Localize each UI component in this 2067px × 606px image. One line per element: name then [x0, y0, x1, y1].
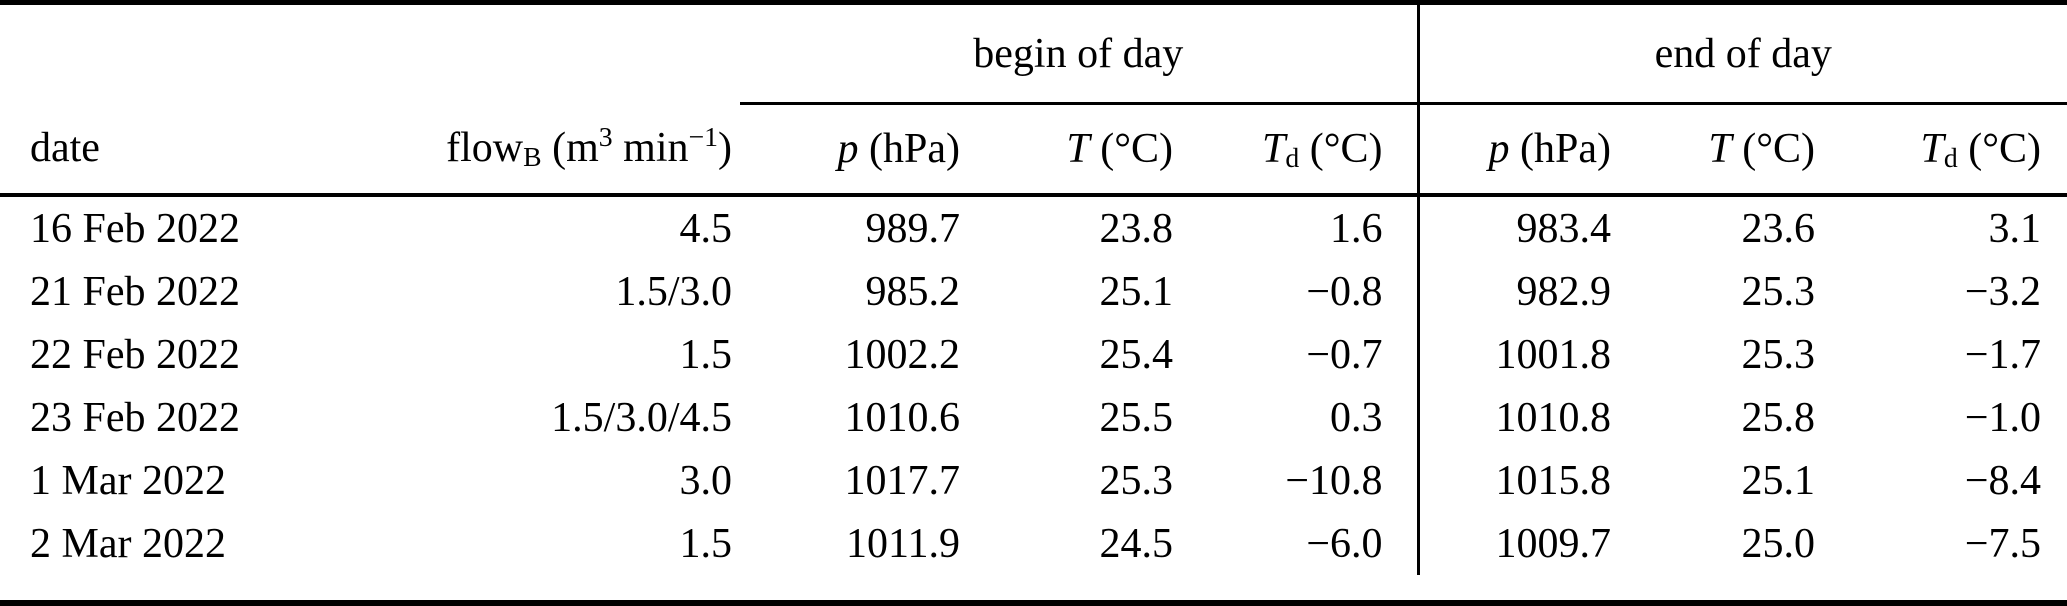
flow-header-unit-min: min	[612, 125, 689, 172]
table-row: 22 Feb 2022 1.5 1002.2 25.4 −0.7 1001.8 …	[0, 323, 2067, 386]
cell-end-temperature: 25.8	[1741, 394, 1816, 441]
cell-date: 22 Feb 2022	[30, 331, 240, 378]
p-symbol: p	[837, 126, 859, 172]
date-header-label: date	[30, 125, 100, 172]
cell-end-pressure: 1010.8	[1416, 386, 1623, 449]
group-header-begin-of-day: begin of day	[740, 5, 1418, 105]
td-unit: (°C)	[1957, 126, 2041, 172]
col-header-pressure-begin: p (hPa)	[740, 103, 970, 197]
group-header-end-of-day: end of day	[1416, 5, 2067, 105]
cell-date: 1 Mar 2022	[30, 457, 226, 504]
cell-flow: 1.5/3.0/4.5	[551, 394, 732, 441]
td-unit: (°C)	[1299, 126, 1383, 172]
cell-end-pressure: 983.4	[1416, 195, 1623, 260]
bottom-spacer-row	[0, 575, 2067, 597]
cell-end-pressure: 1009.7	[1416, 512, 1623, 575]
cell-end-dewpoint: 3.1	[1988, 205, 2042, 252]
cell-begin-temperature: 25.4	[1099, 331, 1174, 378]
cell-begin-dewpoint: −0.7	[1306, 331, 1383, 378]
td-subscript: d	[1285, 141, 1300, 173]
bottom-spacer	[0, 575, 2067, 597]
cell-end-pressure: 1015.8	[1416, 449, 1623, 512]
cell-end-dewpoint: −1.7	[1964, 331, 2041, 378]
cell-end-temperature: 23.6	[1741, 205, 1816, 252]
cell-begin-dewpoint: 1.6	[1330, 205, 1383, 252]
cell-begin-temperature: 25.5	[1099, 394, 1174, 441]
cell-flow: 1.5	[679, 331, 733, 378]
cell-begin-pressure: 989.7	[865, 205, 961, 252]
col-header-flow: flowB (m3 min−1)	[330, 103, 740, 197]
flow-header-subscript: B	[523, 141, 542, 173]
flow-header-label: flow	[446, 125, 524, 172]
cell-flow: 4.5	[679, 205, 733, 252]
col-header-date: date	[0, 103, 330, 197]
cell-end-dewpoint: −3.2	[1964, 268, 2041, 315]
cell-end-temperature: 25.3	[1741, 331, 1816, 378]
cell-end-pressure: 982.9	[1416, 260, 1623, 323]
group-header-begin-label: begin of day	[973, 30, 1184, 77]
cell-begin-pressure: 1017.7	[844, 457, 961, 504]
table-row: 21 Feb 2022 1.5/3.0 985.2 25.1 −0.8 982.…	[0, 260, 2067, 323]
met-conditions-table: begin of day end of day date flowB (m3 m…	[0, 5, 2067, 597]
cell-begin-temperature: 24.5	[1099, 520, 1174, 567]
td-subscript: d	[1943, 141, 1958, 173]
cell-end-pressure: 1001.8	[1416, 323, 1623, 386]
p-symbol: p	[1488, 126, 1510, 172]
cell-begin-pressure: 1011.9	[846, 520, 960, 567]
flow-header-exponent-m3: 3	[598, 121, 613, 153]
t-symbol: T	[1708, 126, 1732, 172]
cell-begin-pressure: 1002.2	[844, 331, 961, 378]
cell-begin-dewpoint: −10.8	[1285, 457, 1383, 504]
cell-flow: 1.5	[679, 520, 733, 567]
column-header-row: date flowB (m3 min−1) p (hPa) T (°C) Td …	[0, 103, 2067, 197]
cell-begin-temperature: 25.3	[1099, 457, 1174, 504]
cell-flow: 1.5/3.0	[615, 268, 732, 315]
cell-date: 2 Mar 2022	[30, 520, 226, 567]
t-symbol: T	[1066, 126, 1090, 172]
group-header-end-label: end of day	[1654, 30, 1832, 77]
td-symbol: T	[1261, 126, 1286, 172]
cell-end-temperature: 25.3	[1741, 268, 1816, 315]
cell-begin-dewpoint: −0.8	[1306, 268, 1383, 315]
col-header-temperature-end: T (°C)	[1623, 103, 1828, 197]
cell-flow: 3.0	[679, 457, 733, 504]
cell-end-dewpoint: −8.4	[1964, 457, 2041, 504]
group-header-row: begin of day end of day	[0, 5, 2067, 105]
cell-date: 21 Feb 2022	[30, 268, 240, 315]
cell-end-dewpoint: −1.0	[1964, 394, 2041, 441]
col-header-pressure-end: p (hPa)	[1416, 103, 1623, 197]
p-unit: (hPa)	[858, 126, 960, 172]
col-header-dewpoint-end: Td (°C)	[1828, 103, 2067, 197]
t-unit: (°C)	[1089, 126, 1173, 172]
flow-header-unit-close: )	[718, 125, 732, 172]
group-header-spacer	[0, 5, 740, 104]
cell-end-temperature: 25.0	[1741, 520, 1816, 567]
table-row: 23 Feb 2022 1.5/3.0/4.5 1010.6 25.5 0.3 …	[0, 386, 2067, 449]
flow-header-exponent-min: −1	[688, 121, 719, 153]
td-symbol: T	[1920, 126, 1944, 172]
cell-end-temperature: 25.1	[1741, 457, 1816, 504]
table-row: 2 Mar 2022 1.5 1011.9 24.5 −6.0 1009.7 2…	[0, 512, 2067, 575]
table-row: 1 Mar 2022 3.0 1017.7 25.3 −10.8 1015.8 …	[0, 449, 2067, 512]
cell-begin-temperature: 25.1	[1099, 268, 1174, 315]
cell-begin-temperature: 23.8	[1099, 205, 1174, 252]
cell-begin-pressure: 985.2	[865, 268, 961, 315]
cell-begin-pressure: 1010.6	[844, 394, 961, 441]
col-header-temperature-begin: T (°C)	[970, 103, 1183, 197]
cell-end-dewpoint: −7.5	[1964, 520, 2041, 567]
cell-begin-dewpoint: 0.3	[1330, 394, 1383, 441]
table-row: 16 Feb 2022 4.5 989.7 23.8 1.6 983.4 23.…	[0, 195, 2067, 260]
cell-date: 23 Feb 2022	[30, 394, 240, 441]
col-header-dewpoint-begin: Td (°C)	[1183, 103, 1418, 197]
cell-begin-dewpoint: −6.0	[1306, 520, 1383, 567]
cell-date: 16 Feb 2022	[30, 205, 240, 252]
t-unit: (°C)	[1731, 126, 1815, 172]
flow-header-unit-open: (m	[541, 125, 599, 172]
p-unit: (hPa)	[1509, 126, 1611, 172]
